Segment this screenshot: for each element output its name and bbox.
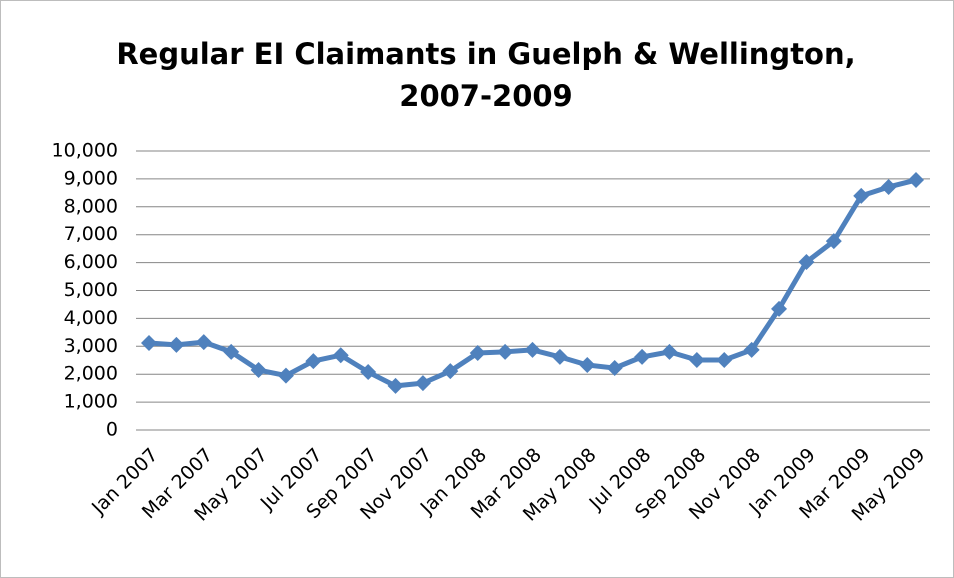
y-tick-label: 2,000 xyxy=(64,363,118,385)
marker xyxy=(743,341,760,358)
marker xyxy=(798,254,815,271)
y-tick-label: 0 xyxy=(106,419,118,441)
y-tick-label: 1,000 xyxy=(64,391,118,413)
marker xyxy=(524,341,541,358)
marker xyxy=(634,348,651,365)
marker xyxy=(497,343,514,360)
y-tick-label: 8,000 xyxy=(64,195,118,217)
marker xyxy=(771,300,788,317)
y-tick-label: 3,000 xyxy=(64,335,118,357)
marker xyxy=(250,362,267,379)
chart-title: Regular EI Claimants in Guelph & Welling… xyxy=(116,37,855,113)
marker xyxy=(579,356,596,373)
marker xyxy=(332,347,349,364)
marker xyxy=(551,348,568,365)
marker xyxy=(908,172,924,189)
marker xyxy=(442,363,459,380)
marker xyxy=(277,367,294,384)
marker xyxy=(880,178,897,195)
y-tick-label: 10,000 xyxy=(52,140,118,162)
y-tick-label: 9,000 xyxy=(64,167,118,189)
marker xyxy=(223,343,240,360)
marker xyxy=(688,351,705,368)
marker xyxy=(469,344,486,361)
marker xyxy=(414,375,431,392)
y-tick-label: 5,000 xyxy=(64,279,118,301)
y-tick-label: 6,000 xyxy=(64,251,118,273)
marker xyxy=(141,334,157,351)
marker xyxy=(360,363,377,380)
marker xyxy=(661,343,678,360)
marker xyxy=(853,187,870,204)
marker xyxy=(606,360,623,377)
y-tick-label: 4,000 xyxy=(64,307,118,329)
marker xyxy=(825,233,842,250)
marker xyxy=(716,351,733,368)
marker xyxy=(168,336,185,353)
y-tick-label: 7,000 xyxy=(64,223,118,245)
marker xyxy=(195,334,212,351)
marker xyxy=(387,377,404,394)
marker xyxy=(305,353,322,370)
